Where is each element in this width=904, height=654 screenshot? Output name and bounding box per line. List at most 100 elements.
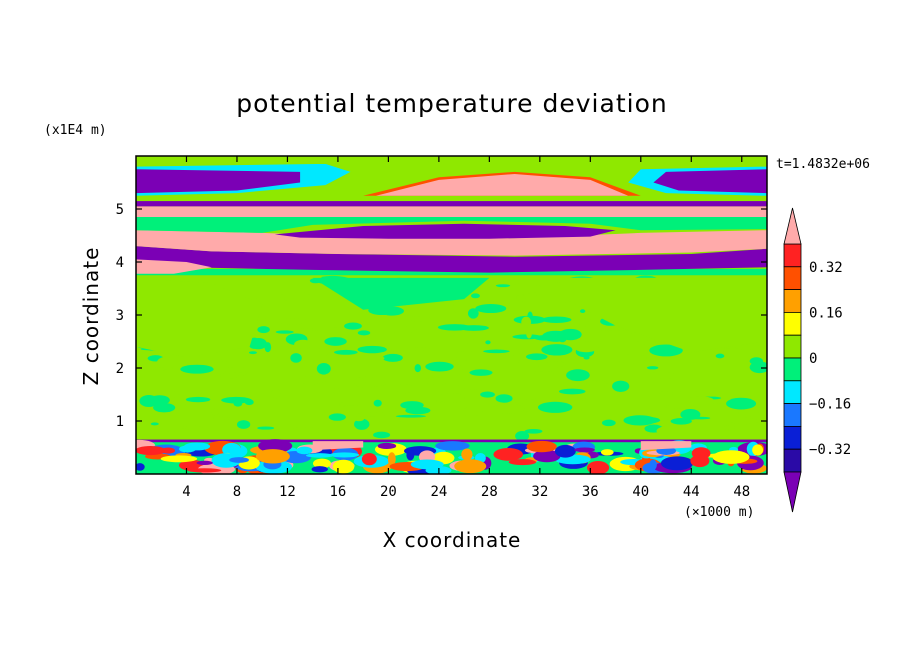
bl-eddy (410, 459, 444, 470)
mid-texture-patch (613, 390, 619, 396)
mid-texture-patch (726, 397, 757, 410)
bl-eddy (255, 449, 290, 464)
mid-texture-patch (423, 377, 451, 385)
pink-left-lobe (136, 259, 212, 274)
mid-texture-patch (447, 334, 474, 344)
lens-right-purple (653, 169, 767, 194)
x-axis-unit: (×1000 m) (684, 505, 754, 520)
bl-eddy (649, 459, 657, 471)
mid-texture-patch (136, 434, 148, 438)
mid-texture-patch (670, 418, 692, 425)
mid-texture-patch (469, 369, 493, 376)
band-green-2 (136, 217, 767, 233)
mid-texture-patch (271, 388, 281, 399)
x-tick-label: 48 (733, 484, 750, 500)
mid-texture-patch (356, 412, 387, 417)
mid-texture-patch (280, 292, 312, 302)
mid-texture-patch (353, 416, 365, 422)
mid-texture-patch (703, 429, 735, 437)
time-label: t=1.4832e+06 (776, 157, 870, 172)
colorbar-extend-top (783, 207, 802, 245)
mid-texture-patch (664, 404, 691, 409)
mid-texture-patch (495, 284, 511, 288)
bl-eddy (493, 448, 524, 461)
mid-texture-patch (659, 419, 674, 428)
mid-texture-patch (153, 403, 176, 413)
bl-eddy (690, 454, 710, 468)
bl-eddy (361, 453, 377, 466)
mid-texture-patch (573, 404, 582, 414)
mid-texture-patch (615, 354, 647, 364)
mid-texture-patch (451, 364, 463, 376)
mid-texture-patch (551, 279, 564, 283)
mid-texture-patch (425, 361, 454, 372)
bl-eddy (752, 444, 764, 456)
mid-texture-patch (357, 330, 371, 336)
mid-texture-patch (492, 403, 525, 414)
x-tick-label: 40 (632, 484, 649, 500)
colorbar-box (783, 266, 802, 290)
colorbar: 0.32 0.16 0 −0.16 −0.32 (783, 207, 851, 513)
mid-texture-patch (212, 416, 231, 420)
x-tick-label: 44 (683, 484, 700, 500)
bl-eddy (211, 453, 241, 468)
mid-texture-patch (557, 330, 568, 343)
colorbar-box (783, 403, 802, 427)
mid-texture-patch (325, 373, 337, 377)
mid-texture-patch (467, 308, 479, 319)
x-tick-label: 32 (531, 484, 548, 500)
mid-texture-patch (276, 317, 309, 325)
mid-texture-patch (738, 408, 759, 417)
dome-pink (375, 174, 629, 196)
mid-texture-patch (290, 353, 302, 363)
mid-texture-patch (734, 344, 761, 350)
mid-texture-patch (511, 398, 535, 404)
mid-texture-patch (324, 337, 347, 346)
x-axis-label: X coordinate (383, 528, 522, 552)
mid-texture-patch (686, 396, 715, 407)
mid-texture-patch (534, 335, 558, 341)
mid-texture-patch (400, 401, 424, 410)
band-pink-2 (136, 206, 767, 217)
mid-texture-patch (579, 321, 587, 331)
mid-texture-patch (219, 372, 239, 379)
mid-texture-patch (649, 344, 683, 357)
mid-texture-patch (524, 429, 543, 434)
mid-texture-patch (480, 391, 495, 398)
mid-texture-patch (526, 326, 533, 339)
bl-eddy (660, 456, 694, 471)
mid-texture-patch (525, 409, 545, 419)
mid-texture-patch (388, 326, 417, 333)
bl-eddy (311, 466, 328, 473)
x-tick-label: 8 (233, 484, 241, 500)
bl-eddy (600, 449, 614, 456)
mid-texture-patch (222, 367, 250, 373)
colorbar-box (783, 289, 802, 313)
contour-field (136, 156, 767, 474)
y-tick-label: 1 (116, 414, 124, 430)
mid-texture-patch (180, 364, 214, 374)
bl-eddy (296, 446, 313, 455)
bl-eddy (229, 457, 249, 463)
bl-eddy (184, 442, 211, 451)
mid-texture-patch (206, 359, 228, 363)
mid-texture-patch (656, 425, 687, 437)
green-patch-top (312, 277, 490, 310)
y-axis-unit: (x1E4 m) (44, 123, 107, 138)
x-tick-label: 24 (430, 484, 447, 500)
y-tick-label: 3 (116, 308, 124, 324)
mid-texture-patch (646, 372, 679, 379)
mid-texture-patch (316, 362, 331, 375)
mid-texture-patch (388, 421, 404, 428)
mid-texture-patch (458, 379, 487, 390)
bl-eddy (377, 442, 397, 450)
mid-texture-patch (456, 350, 480, 360)
mid-texture-patch (471, 293, 480, 299)
band-purple-3 (136, 201, 767, 207)
colorbar-box (783, 311, 802, 336)
mid-texture-patch (646, 366, 659, 370)
colorbar-box (783, 380, 802, 404)
bl-eddy (574, 447, 595, 453)
mid-texture-patch (262, 333, 285, 341)
